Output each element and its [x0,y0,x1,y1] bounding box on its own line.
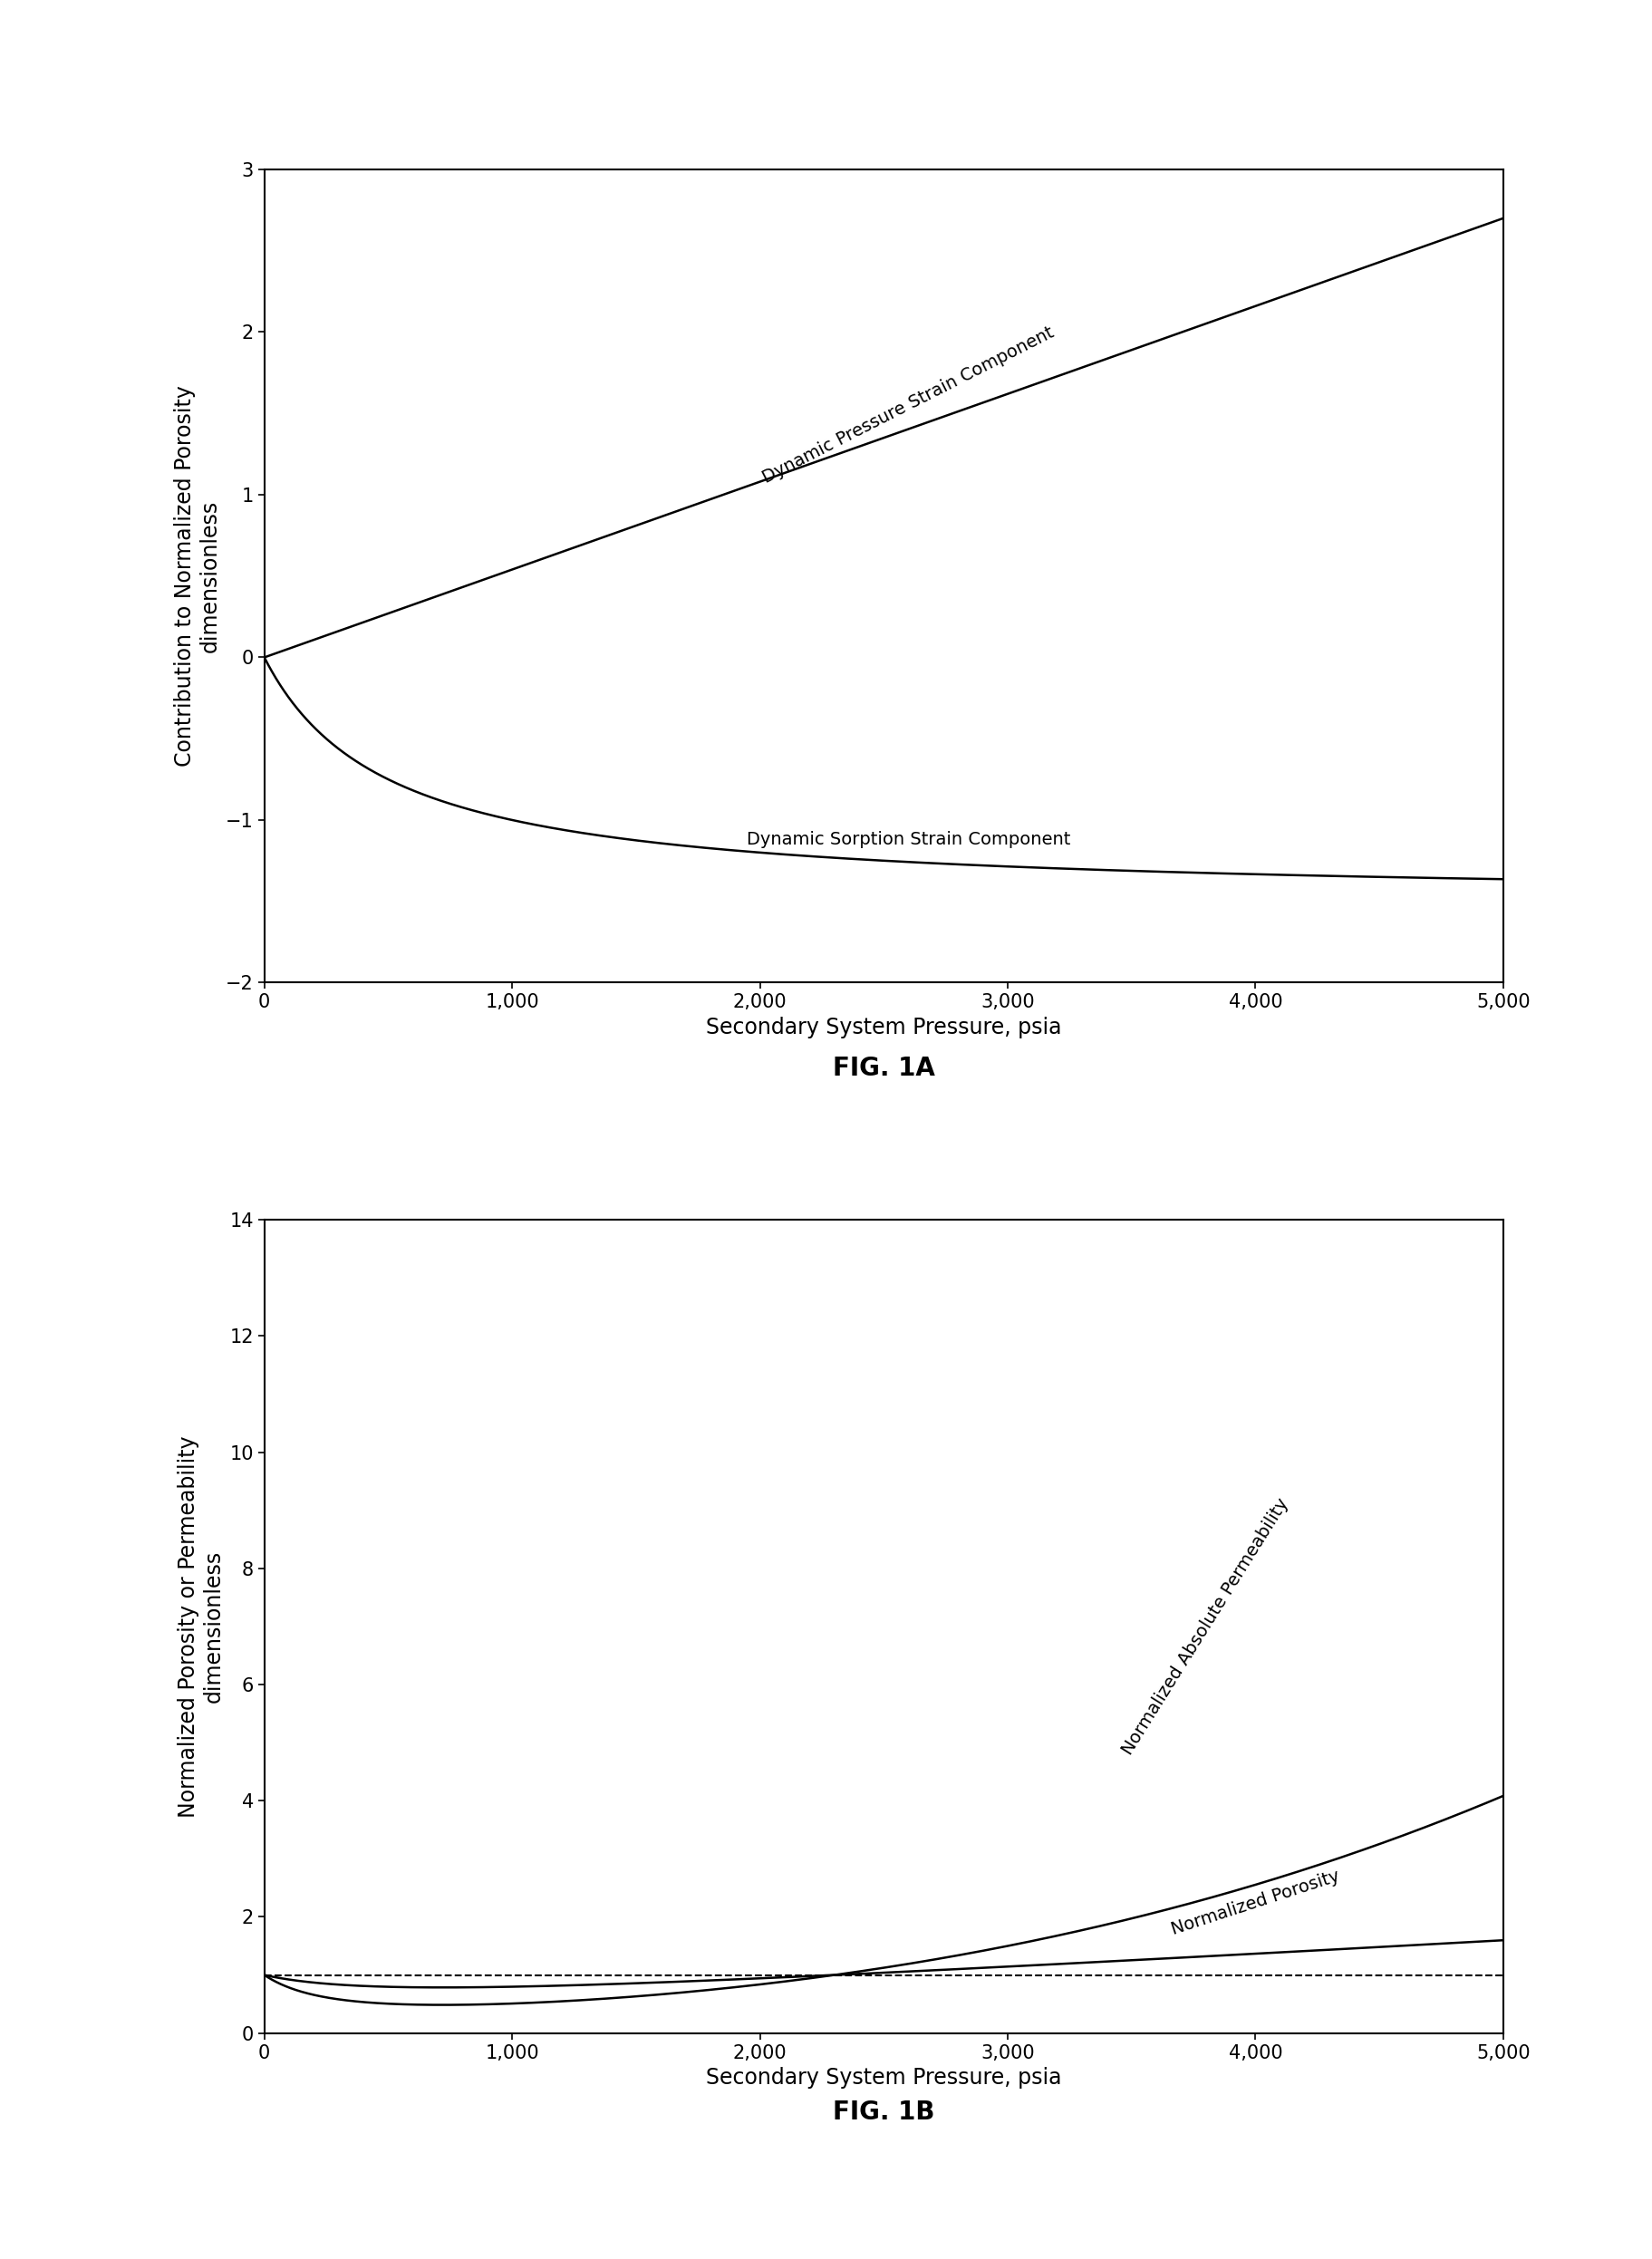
Y-axis label: Normalized Porosity or Permeability
dimensionless: Normalized Porosity or Permeability dime… [178,1434,225,1818]
Text: FIG. 1B: FIG. 1B [833,2099,935,2126]
Text: Dynamic Sorption Strain Component: Dynamic Sorption Strain Component [747,831,1070,847]
X-axis label: Secondary System Pressure, psia: Secondary System Pressure, psia [705,1017,1062,1039]
Text: Normalized Porosity: Normalized Porosity [1170,1866,1341,1938]
Y-axis label: Contribution to Normalized Porosity
dimensionless: Contribution to Normalized Porosity dime… [173,386,221,766]
Text: Dynamic Pressure Strain Component: Dynamic Pressure Strain Component [760,323,1057,486]
Text: FIG. 1A: FIG. 1A [833,1055,935,1082]
Text: Normalized Absolute Permeability: Normalized Absolute Permeability [1120,1495,1292,1758]
X-axis label: Secondary System Pressure, psia: Secondary System Pressure, psia [705,2067,1062,2090]
